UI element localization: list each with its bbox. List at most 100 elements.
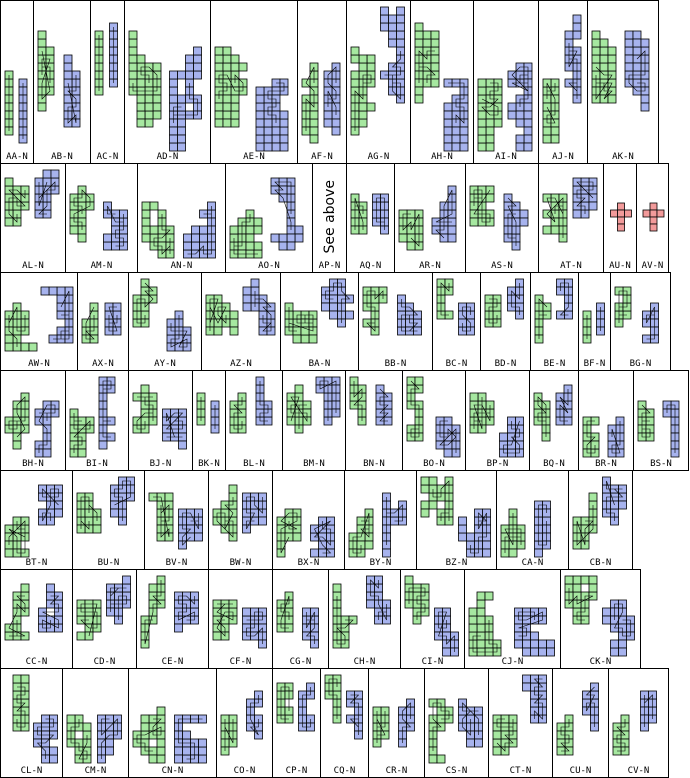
piece-path xyxy=(402,213,420,247)
piece-path xyxy=(438,611,455,652)
tile-label: AU-N xyxy=(609,261,631,271)
green-piece xyxy=(229,209,263,259)
piece-segment xyxy=(182,730,191,740)
piece-segment xyxy=(213,326,223,336)
green-piece xyxy=(4,302,38,352)
tile-bu-n: BU-N xyxy=(72,470,145,570)
green-piece xyxy=(76,599,102,641)
piece-path xyxy=(53,290,70,340)
piece-segment xyxy=(443,102,453,112)
piece-segment xyxy=(468,615,478,625)
piece-segment xyxy=(185,70,194,80)
piece-segment xyxy=(140,714,150,724)
piece-segment xyxy=(292,532,302,542)
tile-ba-n: BA-N xyxy=(280,272,359,371)
tile-label: BX-N xyxy=(297,558,320,568)
piece-path xyxy=(432,480,450,521)
blue-piece xyxy=(534,500,551,558)
green-piece xyxy=(276,508,302,558)
piece-segment xyxy=(286,241,296,251)
green-piece xyxy=(349,376,367,426)
piece-segment xyxy=(350,78,360,88)
piece-path xyxy=(233,397,243,430)
tile-au-n: AU-N xyxy=(603,163,637,273)
blue-piece xyxy=(210,400,220,434)
tile-row: AW-N AX-N AY-N AZ-N BA-N BB-N BC-N BD-N BE-N BF-N… xyxy=(0,272,690,371)
piece-segment xyxy=(436,754,446,764)
blue-piece xyxy=(166,310,192,352)
piece-path xyxy=(496,718,514,752)
piece-segment xyxy=(329,302,338,312)
cross-segment xyxy=(624,209,632,218)
piece-segment xyxy=(198,746,207,756)
green-piece xyxy=(484,294,502,328)
green-piece xyxy=(141,201,175,259)
tile-label: CL-N xyxy=(20,766,43,776)
tile-cg-n: CG-N xyxy=(272,569,329,669)
piece-segment xyxy=(56,286,66,296)
blue-piece xyxy=(38,583,63,633)
tile-label: CO-N xyxy=(233,766,256,776)
piece-path xyxy=(546,82,556,124)
tile-row: AL-N AM-N AN-N AO-N See above AP-N AQ-N AR-N AS-… xyxy=(0,163,690,273)
piece-segment xyxy=(177,126,186,136)
piece-path xyxy=(611,421,621,454)
piece-segment xyxy=(185,54,194,64)
piece-segment xyxy=(141,209,151,219)
tile-af-n: AF-N xyxy=(297,0,347,164)
piece-segment xyxy=(214,46,224,56)
tile-drawing xyxy=(301,62,341,144)
piece-segment xyxy=(242,302,252,312)
piece-path xyxy=(462,702,479,736)
tile-drawing xyxy=(37,30,81,128)
blue-piece xyxy=(178,508,203,550)
piece-segment xyxy=(255,86,265,96)
piece-segment xyxy=(156,754,166,764)
tile-drawing xyxy=(205,278,276,336)
piece-segment xyxy=(169,94,178,104)
piece-segment xyxy=(550,225,560,235)
piece-path xyxy=(274,181,292,230)
piece-segment xyxy=(92,524,102,534)
piece-segment xyxy=(69,225,79,235)
piece-segment xyxy=(350,46,360,56)
piece-path xyxy=(267,82,285,123)
piece-segment xyxy=(477,142,487,152)
piece-segment xyxy=(358,118,368,128)
blue-piece xyxy=(564,14,582,104)
piece-segment xyxy=(447,233,457,243)
piece-segment xyxy=(624,54,634,64)
piece-segment xyxy=(474,738,483,748)
piece-segment xyxy=(396,30,405,40)
cross-segment xyxy=(649,223,658,232)
piece-segment xyxy=(49,754,58,764)
piece-segment xyxy=(414,94,424,104)
blue-piece xyxy=(346,690,363,740)
blue-piece xyxy=(380,6,405,104)
piece-segment xyxy=(602,607,611,617)
piece-segment xyxy=(309,134,319,144)
tile-ac-n: AC-N xyxy=(90,0,125,164)
piece-segment xyxy=(519,217,529,227)
piece-segment xyxy=(420,508,430,518)
piece-segment xyxy=(530,647,539,657)
piece-segment xyxy=(222,46,232,56)
piece-segment xyxy=(42,448,52,458)
tile-drawing xyxy=(591,30,650,112)
blue-piece xyxy=(514,607,555,657)
tile-bf-n: BF-N xyxy=(578,272,611,371)
tile-label: AR-N xyxy=(419,261,441,271)
piece-segment xyxy=(366,54,376,64)
piece-segment xyxy=(191,241,200,251)
tile-drawing xyxy=(94,22,118,96)
tile-bi-n: BI-N xyxy=(65,370,129,471)
piece-segment xyxy=(194,532,203,542)
piece-segment xyxy=(632,30,642,40)
piece-segment xyxy=(468,607,478,617)
piece-path xyxy=(8,306,26,347)
piece-segment xyxy=(618,639,627,649)
green-piece xyxy=(4,177,30,227)
piece-segment xyxy=(610,647,619,657)
piece-segment xyxy=(214,110,224,120)
tile-label: CA-N xyxy=(521,558,544,568)
